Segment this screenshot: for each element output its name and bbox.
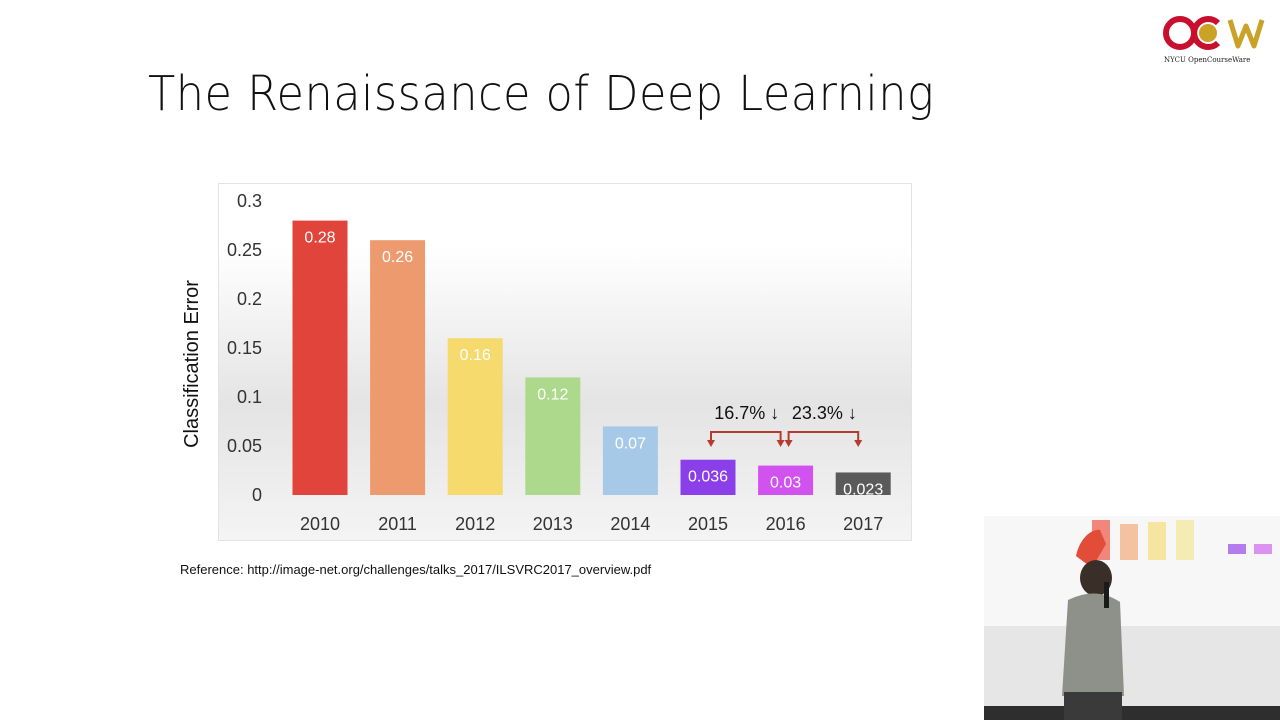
bar-2014 <box>602 426 658 495</box>
bar-2013 <box>525 377 581 495</box>
webcam-video <box>984 516 1280 720</box>
annotation-arrowhead <box>854 440 863 447</box>
y-tick-label: 0.3 <box>237 191 262 211</box>
ocw-logo <box>1163 16 1265 50</box>
x-tick-label: 2016 <box>766 514 806 534</box>
x-tick-label: 2013 <box>533 514 573 534</box>
slide-title: The Renaissance of Deep Learning <box>148 66 935 122</box>
bar-value-label: 0.16 <box>460 347 491 364</box>
x-tick-label: 2014 <box>610 514 650 534</box>
bar-2017 <box>835 472 891 495</box>
annotation-arrowhead <box>707 440 715 447</box>
bar-2016 <box>758 465 814 495</box>
annotation-arrowhead <box>784 440 793 447</box>
bar-value-label: 0.28 <box>304 230 335 247</box>
x-tick-label: 2011 <box>378 514 417 534</box>
bar-2011 <box>370 240 426 495</box>
bar-value-label: 0.023 <box>843 481 883 498</box>
y-axis-label: Classification Error <box>181 280 203 448</box>
annotation-bracket <box>787 431 860 444</box>
bar-value-label: 0.07 <box>615 435 646 452</box>
annotation-label: 23.3% ↓ <box>792 403 857 423</box>
bar-value-label: 0.03 <box>770 475 801 492</box>
logo-caption: NYCU OpenCourseWare <box>1164 56 1251 64</box>
bar-value-label: 0.036 <box>688 469 728 486</box>
bar-value-label: 0.26 <box>382 249 413 266</box>
y-tick-label: 0.15 <box>227 338 262 358</box>
bar-2012 <box>447 338 503 495</box>
y-tick-label: 0.05 <box>227 436 262 456</box>
y-tick-label: 0 <box>252 485 262 505</box>
bar-value-label: 0.12 <box>537 386 568 403</box>
bar-2010 <box>292 220 348 495</box>
y-tick-label: 0.1 <box>237 387 262 407</box>
x-tick-label: 2012 <box>455 514 495 534</box>
x-tick-label: 2015 <box>688 514 728 534</box>
annotation-label: 16.7% ↓ <box>714 403 779 423</box>
x-tick-label: 2010 <box>300 514 340 534</box>
annotation-bracket <box>710 431 782 444</box>
x-tick-label: 2017 <box>843 514 883 534</box>
annotation-arrowhead <box>776 440 785 447</box>
y-tick-label: 0.2 <box>237 289 262 309</box>
bar-2015 <box>680 459 736 495</box>
y-tick-label: 0.25 <box>227 240 262 260</box>
reference-text: Reference: http://image-net.org/challeng… <box>180 562 652 577</box>
